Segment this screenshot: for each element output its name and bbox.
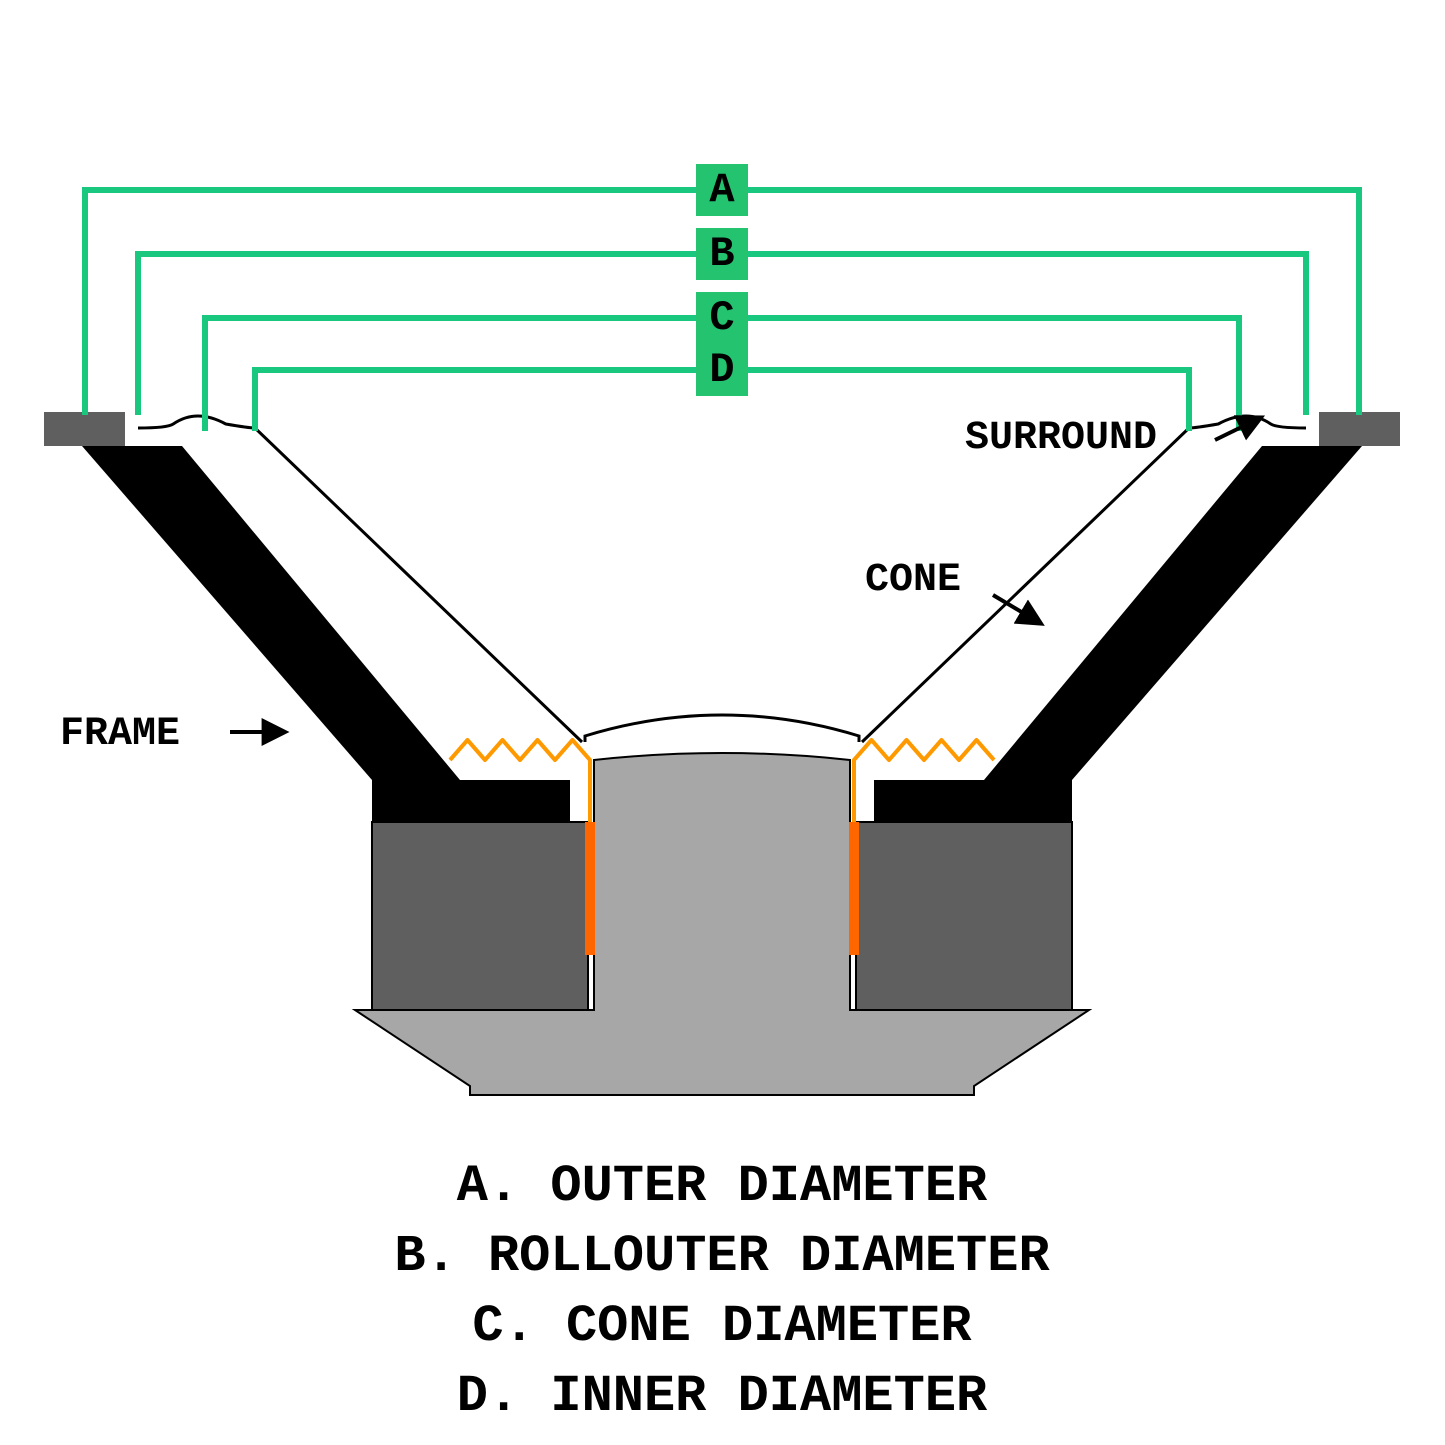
dimension-label-b: B: [709, 230, 734, 278]
label-frame: FRAME: [60, 712, 180, 757]
surround-left: [138, 416, 255, 428]
magnet-left: [372, 822, 588, 1010]
dust-cap: [585, 715, 859, 742]
legend-item-d: D. INNER DIAMETER: [457, 1367, 988, 1426]
dimension-label-d: D: [709, 346, 734, 394]
top-plate-left: [372, 780, 570, 822]
legend-item-c: C. CONE DIAMETER: [472, 1297, 972, 1356]
gasket-right: [1319, 412, 1400, 446]
label-surround: SURROUND: [965, 416, 1157, 461]
label-cone: CONE: [865, 558, 961, 603]
top-plate-right: [874, 780, 1072, 822]
gasket-left: [44, 412, 125, 446]
legend-item-b: B. ROLLOUTER DIAMETER: [394, 1227, 1050, 1286]
legend-item-a: A. OUTER DIAMETER: [457, 1157, 988, 1216]
dimension-label-c: C: [709, 294, 734, 342]
dimension-label-a: A: [709, 166, 735, 214]
frame-right: [984, 446, 1362, 780]
magnet-right: [856, 822, 1072, 1010]
